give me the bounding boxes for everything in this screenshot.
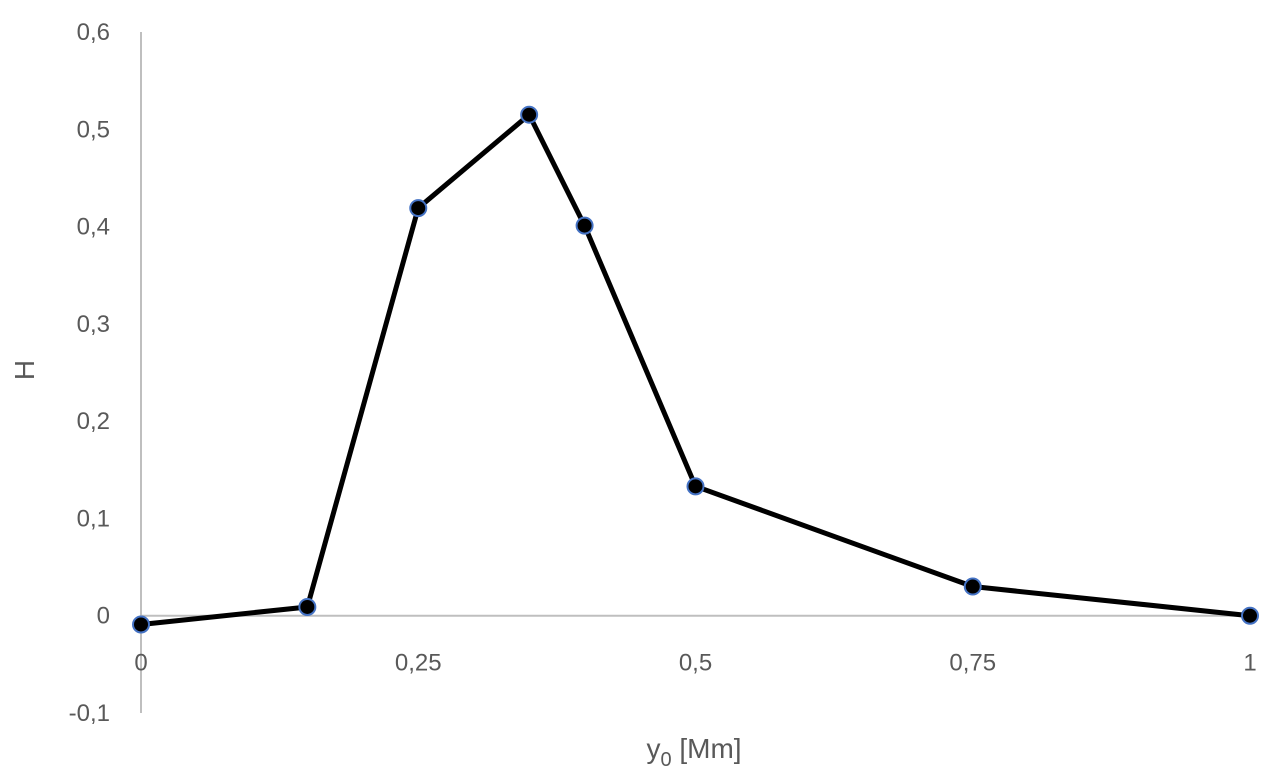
data-point-marker	[298, 597, 317, 616]
x-axis-title-main: y	[646, 733, 660, 764]
x-tick-label: 0	[134, 650, 147, 677]
y-tick-label: 0,6	[77, 19, 110, 46]
x-tick-label: 1	[1243, 650, 1256, 677]
x-axis-title-unit: [Mm]	[672, 733, 742, 764]
x-tick-label: 0,25	[395, 650, 442, 677]
x-tick-label: 0,5	[679, 650, 712, 677]
y-tick-label: 0,1	[77, 505, 110, 532]
data-point-marker	[963, 577, 982, 596]
data-point-marker	[132, 615, 150, 634]
data-point-marker	[409, 199, 428, 218]
y-tick-label: -0,1	[69, 700, 110, 727]
series-group	[132, 105, 1259, 634]
data-point-marker	[686, 477, 705, 496]
data-point-marker	[575, 216, 594, 235]
data-point-marker	[520, 105, 539, 124]
x-tick-labels: 0 0,25 0,5 0,75 1	[134, 650, 1256, 677]
y-axis-title: H	[9, 360, 40, 380]
y-tick-label: 0,3	[77, 311, 110, 338]
y-tick-label: 0,2	[77, 408, 110, 435]
y-tick-labels: -0,1 0 0,1 0,2 0,3 0,4 0,5 0,6	[69, 19, 110, 727]
axes	[140, 32, 1250, 713]
x-tick-label: 0,75	[949, 650, 996, 677]
y-tick-label: 0,5	[77, 116, 110, 143]
series-line	[140, 112, 1251, 627]
x-axis-title: y0 [Mm]	[646, 733, 741, 771]
y-tick-label: 0,4	[77, 214, 110, 241]
data-point-marker	[1241, 606, 1259, 625]
y-tick-label: 0	[97, 603, 110, 630]
x-axis-title-subscript: 0	[660, 749, 671, 771]
